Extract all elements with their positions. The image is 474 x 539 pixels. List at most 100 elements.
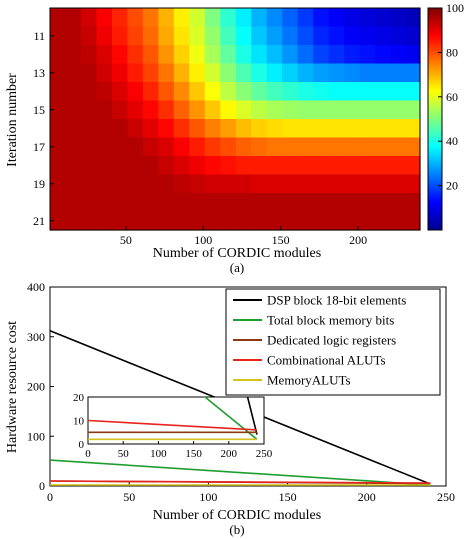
heatmap-cell	[406, 137, 421, 157]
heatmap-cell	[375, 82, 392, 102]
heatmap-cell	[282, 174, 299, 194]
heatmap-cell	[50, 45, 67, 65]
heatmap-cell	[80, 156, 98, 176]
heatmap-cell	[282, 156, 299, 176]
heatmap-cell	[96, 156, 113, 176]
heatmap-cell	[158, 26, 175, 46]
heatmap-cell	[173, 119, 190, 139]
heatmap-cell	[142, 63, 159, 83]
heatmap-cell	[266, 26, 283, 46]
heatmap-cell	[406, 100, 421, 120]
heatmap-cell	[127, 8, 144, 28]
heatmap-cell	[189, 82, 206, 102]
heatmap-cell	[406, 45, 421, 65]
heatmap-cell	[406, 193, 421, 213]
heatmap-ylabel: Iteration number	[5, 73, 20, 167]
colorbar-tick-label: 100	[446, 1, 464, 15]
heatmap-cell	[173, 26, 190, 46]
heatmap-cell	[235, 26, 252, 46]
line-ylabel: Hardware resource cost	[5, 321, 20, 453]
heatmap-cell	[142, 100, 159, 120]
heatmap-cell	[406, 156, 421, 176]
heatmap-cell	[111, 156, 128, 176]
heatmap-cell	[344, 137, 361, 157]
heatmap-cell	[50, 156, 67, 176]
heatmap-cell	[111, 82, 128, 102]
heatmap-cell	[65, 45, 82, 65]
colorbar-tick-label: 80	[446, 45, 458, 59]
inset-x-tick-label: 250	[256, 448, 273, 460]
heatmap-cell	[204, 119, 221, 139]
heatmap-cell	[142, 193, 159, 213]
heatmap-cell	[297, 156, 314, 176]
heatmap-cell	[313, 119, 330, 139]
line-y-tick-label: 400	[27, 280, 45, 294]
heatmap-cell	[96, 82, 113, 102]
heatmap-cell	[328, 8, 345, 28]
heatmap-cell	[96, 63, 113, 83]
heatmap-cell	[266, 82, 283, 102]
heatmap-cell	[235, 8, 252, 28]
heatmap-cell	[406, 63, 421, 83]
heatmap-cell	[359, 156, 376, 176]
heatmap-cell	[80, 211, 98, 231]
heatmap-cell	[282, 82, 299, 102]
heatmap-cell	[65, 26, 82, 46]
heatmap-cell	[220, 8, 237, 28]
colorbar-ticks: 20 40 60 80 100	[438, 1, 464, 193]
heatmap-cell	[204, 156, 221, 176]
inset-ticks: 0 50 100 150 200 250 0 10 20	[73, 392, 273, 460]
heatmap-cell	[390, 26, 407, 46]
heatmap-cell	[266, 174, 283, 194]
heatmap-cell	[328, 63, 345, 83]
heatmap-x-ticks: 50 100 150 200	[120, 226, 367, 247]
line-y-tick-label: 0	[39, 479, 45, 493]
heatmap-cell	[313, 26, 330, 46]
heatmap-cell	[127, 63, 144, 83]
heatmap-cell	[65, 82, 82, 102]
heatmap-y-tick-label: 11	[33, 29, 45, 43]
heatmap-cell	[127, 137, 144, 157]
heatmap-cell	[50, 211, 67, 231]
heatmap-cell	[375, 193, 392, 213]
heatmap-cell	[80, 63, 98, 83]
heatmap-x-tick-label: 150	[272, 233, 290, 247]
heatmap-cell	[297, 174, 314, 194]
heatmap-cell	[158, 193, 175, 213]
heatmap-cell	[282, 211, 299, 231]
heatmap-cell	[406, 119, 421, 139]
panel-b-caption: (b)	[229, 522, 244, 537]
heatmap-cell	[328, 82, 345, 102]
heatmap-cell	[142, 8, 159, 28]
heatmap-cell	[220, 174, 237, 194]
heatmap-cell	[235, 119, 252, 139]
heatmap-cell	[251, 137, 268, 157]
line-y-tick-label: 300	[27, 330, 45, 344]
heatmap-cell	[173, 63, 190, 83]
line-x-tick-label: 50	[123, 490, 135, 504]
heatmap-cell	[189, 45, 206, 65]
heatmap-cell	[142, 156, 159, 176]
heatmap-cell	[297, 193, 314, 213]
heatmap-cell	[375, 63, 392, 83]
heatmap-cell	[173, 137, 190, 157]
heatmap-cells	[50, 8, 421, 231]
heatmap-cell	[328, 211, 345, 231]
heatmap-cell	[111, 63, 128, 83]
heatmap-cell	[375, 100, 392, 120]
heatmap-cell	[313, 100, 330, 120]
heatmap-cell	[390, 137, 407, 157]
heatmap-cell	[189, 119, 206, 139]
heatmap-cell	[80, 193, 98, 213]
heatmap-cell	[359, 45, 376, 65]
heatmap-cell	[158, 137, 175, 157]
inset-x-tick-label: 150	[185, 448, 202, 460]
heatmap-cell	[65, 119, 82, 139]
inset-series-line	[88, 419, 258, 431]
heatmap-cell	[344, 100, 361, 120]
heatmap-cell	[359, 119, 376, 139]
heatmap-cell	[359, 82, 376, 102]
heatmap-cell	[282, 63, 299, 83]
heatmap-cell	[251, 26, 268, 46]
